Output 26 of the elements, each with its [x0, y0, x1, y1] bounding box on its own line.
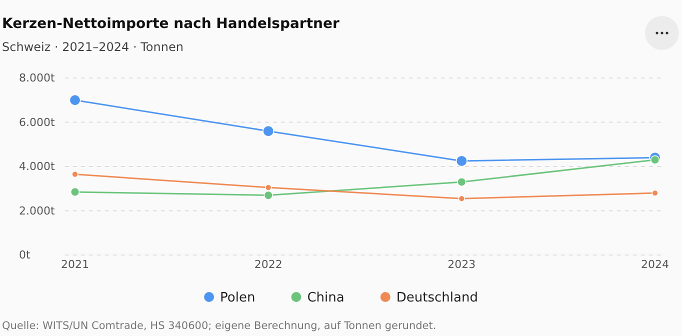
point	[72, 170, 78, 178]
chart-title: Kerzen-Nettoimporte nach Handelspartner	[2, 16, 340, 32]
point	[70, 187, 80, 197]
point	[650, 155, 660, 164]
source-note: Quelle: WITS/UN Comtrade, HS 340600; eigene Berechnung, auf Tonnen gerundet.	[2, 320, 436, 332]
point	[456, 155, 468, 167]
point	[457, 177, 466, 187]
legend-label: Polen	[220, 290, 256, 306]
point	[262, 125, 274, 137]
y-tick-label: 4.000t	[19, 160, 56, 174]
x-tick-label: 2024	[641, 258, 669, 271]
y-tick-label: 8.000t	[19, 72, 56, 85]
point	[264, 190, 273, 200]
point	[652, 190, 658, 196]
point	[264, 184, 272, 191]
legend-label: Deutschland	[396, 290, 478, 306]
x-tick-label: 2022	[254, 258, 282, 271]
point	[69, 94, 81, 106]
y-tick-label: 0t	[19, 248, 31, 262]
y-tick-label: 2.000t	[19, 204, 56, 218]
y-tick-label: 6.000t	[19, 116, 56, 129]
point	[458, 195, 466, 202]
legend-label: China	[307, 290, 344, 306]
x-tick-label: 2021	[61, 258, 89, 271]
chart-subtitle: Schweiz · 2021–2024 · Tonnen	[2, 40, 184, 54]
x-tick-label: 2023	[448, 258, 476, 271]
